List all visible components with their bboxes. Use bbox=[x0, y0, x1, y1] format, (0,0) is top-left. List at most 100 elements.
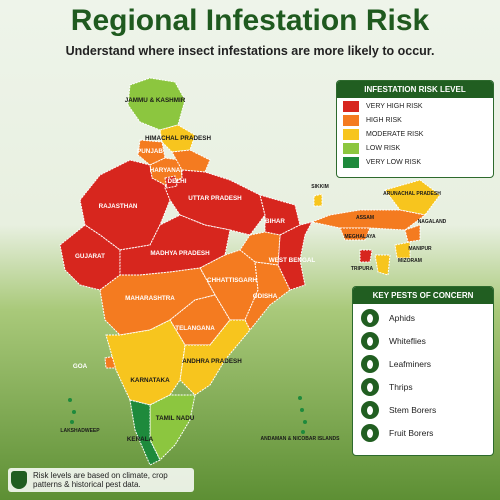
pests-panel: KEY PESTS OF CONCERN Aphids Whiteflies Lea… bbox=[352, 286, 494, 456]
region-label: KERALA bbox=[127, 436, 154, 443]
legend-label: MODERATE RISK bbox=[366, 131, 424, 138]
island bbox=[68, 398, 72, 402]
legend-label: HIGH RISK bbox=[366, 117, 402, 124]
region-label: SIKKIM bbox=[311, 184, 329, 190]
note-text: Risk levels are based on climate, crop p… bbox=[33, 471, 168, 489]
region bbox=[129, 399, 161, 466]
subtitle: Understand where insect infestations are… bbox=[65, 44, 435, 58]
pest-items: Aphids Whiteflies Leafminers Thrips Stem Bor… bbox=[353, 309, 493, 442]
regions bbox=[59, 77, 441, 466]
region bbox=[339, 227, 371, 241]
region bbox=[164, 175, 178, 189]
island bbox=[303, 420, 307, 424]
region-label: ANDHRA PRADESH bbox=[182, 358, 242, 365]
pest-icon-shape bbox=[367, 313, 373, 323]
region bbox=[384, 179, 441, 216]
title: Regional Infestation Risk bbox=[70, 4, 430, 37]
legend-swatch bbox=[343, 115, 359, 126]
pest-item: Whiteflies bbox=[361, 332, 485, 350]
region-label: MANIPUR bbox=[408, 246, 432, 252]
region-label: MEGHALAYA bbox=[344, 234, 376, 240]
legend-item: MODERATE RISK bbox=[343, 129, 487, 140]
region bbox=[374, 254, 391, 276]
region-label: HARYANA bbox=[150, 167, 181, 174]
legend-title: INFESTATION RISK LEVEL bbox=[337, 81, 493, 98]
legend-items: VERY HIGH RISK HIGH RISK MODERATE RISK LOW … bbox=[337, 101, 493, 168]
legend-swatch bbox=[343, 157, 359, 168]
shield-icon bbox=[11, 471, 27, 489]
pest-label: Whiteflies bbox=[389, 336, 426, 346]
legend-swatch bbox=[343, 143, 359, 154]
island bbox=[300, 408, 304, 412]
labels: JAMMU & KASHMIR HIMACHAL PRADESH PUNJAB HAR… bbox=[60, 97, 446, 443]
region-label: TELANGANA bbox=[175, 325, 215, 332]
island bbox=[298, 396, 302, 400]
footnote: Risk levels are based on climate, crop p… bbox=[8, 468, 194, 492]
pest-label: Aphids bbox=[389, 313, 415, 323]
region bbox=[244, 261, 291, 331]
legend-label: VERY HIGH RISK bbox=[366, 103, 423, 110]
legend-label: LOW RISK bbox=[366, 145, 401, 152]
pest-icon bbox=[361, 309, 379, 327]
legend-swatch bbox=[343, 101, 359, 112]
pest-label: Stem Borers bbox=[389, 405, 437, 415]
island bbox=[70, 420, 74, 424]
region-label: GOA bbox=[73, 363, 88, 370]
legend-label: VERY LOW RISK bbox=[366, 159, 421, 166]
region bbox=[171, 149, 211, 173]
region-label: MAHARASHTRA bbox=[125, 295, 175, 302]
region-label: WEST BENGAL bbox=[269, 257, 316, 264]
region-label: TRIPURA bbox=[351, 266, 374, 272]
region-label: BIHAR bbox=[265, 218, 285, 225]
region-label: MIZORAM bbox=[398, 258, 422, 264]
pest-item: Stem Borers bbox=[361, 401, 485, 419]
region-label: KARNATAKA bbox=[130, 377, 170, 384]
region bbox=[179, 319, 251, 396]
pest-item: Thrips bbox=[361, 378, 485, 396]
pest-icon-shape bbox=[367, 428, 373, 438]
region-label: ANDAMAN & NICOBAR ISLANDS bbox=[261, 436, 341, 442]
region-label: MADHYA PRADESH bbox=[150, 250, 210, 257]
island bbox=[301, 430, 305, 434]
pest-icon bbox=[361, 378, 379, 396]
region-label: ASSAM bbox=[356, 215, 374, 221]
region bbox=[277, 221, 313, 291]
pest-icon-shape bbox=[367, 382, 373, 392]
legend-item: VERY HIGH RISK bbox=[343, 101, 487, 112]
legend-item: HIGH RISK bbox=[343, 115, 487, 126]
region-label: PUNJAB bbox=[137, 148, 163, 155]
region-label: TAMIL NADU bbox=[156, 415, 195, 422]
pest-label: Thrips bbox=[389, 382, 413, 392]
pest-item: Aphids bbox=[361, 309, 485, 327]
region-label: NAGALAND bbox=[418, 219, 447, 225]
region bbox=[359, 249, 373, 263]
region bbox=[99, 267, 216, 336]
pest-icon-shape bbox=[367, 336, 373, 346]
region bbox=[394, 241, 411, 259]
region-label: RAJASTHAN bbox=[99, 203, 138, 210]
region-label: JAMMU & KASHMIR bbox=[125, 97, 186, 104]
pest-item: Fruit Borers bbox=[361, 424, 485, 442]
region bbox=[404, 224, 421, 243]
legend-swatch bbox=[343, 129, 359, 140]
region bbox=[105, 319, 186, 406]
region-label: ARUNACHAL PRADESH bbox=[383, 191, 441, 197]
pest-icon-shape bbox=[367, 405, 373, 415]
legend-item: LOW RISK bbox=[343, 143, 487, 154]
pest-icon bbox=[361, 332, 379, 350]
pest-icon bbox=[361, 424, 379, 442]
region-label: DELHI bbox=[168, 178, 187, 185]
pest-item: Leafminers bbox=[361, 355, 485, 373]
legend: INFESTATION RISK LEVEL VERY HIGH RISK HIG… bbox=[336, 80, 494, 178]
region-label: ODISHA bbox=[253, 293, 278, 300]
pests-title: KEY PESTS OF CONCERN bbox=[353, 287, 493, 304]
pest-icon-shape bbox=[367, 359, 373, 369]
legend-item: VERY LOW RISK bbox=[343, 157, 487, 168]
region-label: HIMACHAL PRADESH bbox=[145, 135, 211, 142]
region-label: GUJARAT bbox=[75, 253, 105, 260]
pest-icon bbox=[361, 401, 379, 419]
region bbox=[313, 193, 323, 207]
pest-label: Fruit Borers bbox=[389, 428, 434, 438]
region-label: CHHATTISGARH bbox=[207, 277, 257, 284]
